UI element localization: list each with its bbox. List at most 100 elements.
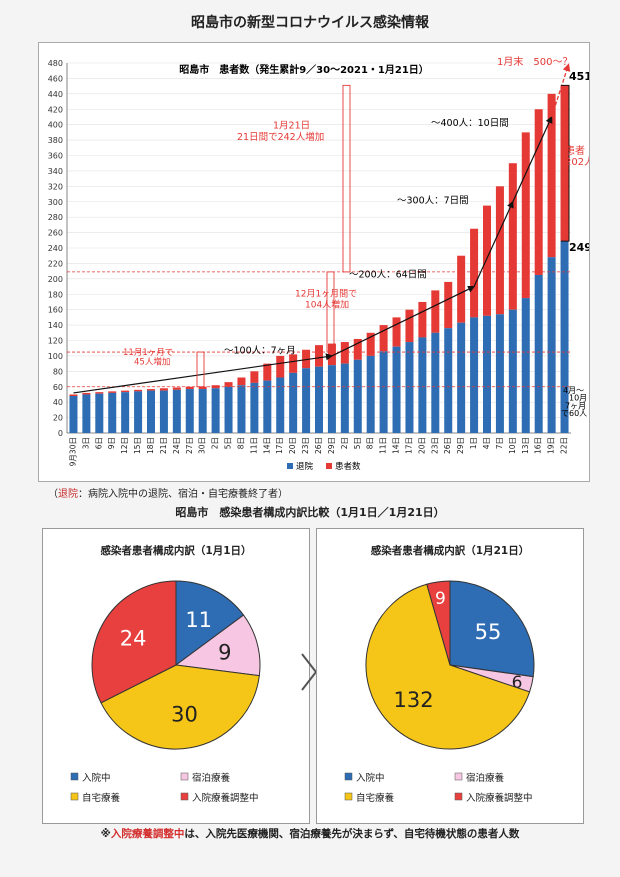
bar-discharged xyxy=(250,382,259,433)
bar-discharged xyxy=(237,385,246,433)
bar-patients xyxy=(134,389,143,392)
jan-label-2: 21日間で242人増加 xyxy=(237,131,324,143)
y-tick-label: 360 xyxy=(48,152,63,161)
legend-swatch-discharged xyxy=(287,463,293,469)
bar-patients xyxy=(198,386,207,390)
legend-swatch xyxy=(180,792,189,801)
y-tick-label: 460 xyxy=(48,74,63,83)
side-label-2: 10月 xyxy=(569,394,587,403)
bar-discharged xyxy=(185,389,194,433)
footer-rest: は、入院先医療機関、宿泊療養先が決まらず、自宅待機状態の患者人数 xyxy=(184,828,520,840)
y-tick-label: 40 xyxy=(53,398,63,407)
legend-swatch xyxy=(70,772,79,781)
bar-discharged xyxy=(444,328,453,433)
bar-discharged xyxy=(289,372,298,433)
y-tick-label: 80 xyxy=(53,367,63,376)
bar-discharged xyxy=(224,386,233,433)
bar-discharged xyxy=(508,309,517,433)
bar-discharged xyxy=(521,298,530,433)
bar-discharged xyxy=(198,389,207,433)
legend-swatch xyxy=(180,772,189,781)
bar-patients xyxy=(508,163,517,310)
bar-discharged xyxy=(159,390,168,433)
bar-discharged xyxy=(353,359,362,433)
pie-value-label: 24 xyxy=(120,627,147,651)
bar-patients xyxy=(237,377,246,386)
legend-swatch xyxy=(454,772,463,781)
increase-box-nov xyxy=(196,351,205,388)
x-tick-label: 17日 xyxy=(275,437,284,454)
pie-value-label: 9 xyxy=(435,589,446,609)
bar-chart-title: 昭島市 患者数（発生累計9／30～2021・1月21日） xyxy=(179,63,429,76)
y-tick-label: 380 xyxy=(48,136,63,145)
y-tick-label: 340 xyxy=(48,167,63,176)
pie-value-label: 6 xyxy=(512,673,523,693)
bar-patients xyxy=(250,371,259,383)
bar-discharged xyxy=(405,342,414,433)
pie-value-label: 132 xyxy=(393,688,433,712)
bar-discharged xyxy=(495,314,504,433)
bar-patients xyxy=(457,255,466,323)
side-label-1: 4月～ xyxy=(563,386,584,395)
pie-value-label: 30 xyxy=(171,703,198,727)
bar-patients xyxy=(560,85,569,242)
x-tick-label: 26日 xyxy=(314,437,323,454)
legend-label-patients: 患者数 xyxy=(335,461,361,472)
bar-discharged xyxy=(418,337,427,433)
bar-patients xyxy=(69,394,78,396)
bar-discharged xyxy=(392,346,401,433)
legend-label-discharged: 退院 xyxy=(296,461,314,472)
bar-patients xyxy=(470,228,479,318)
page-title: 昭島市の新型コロナウイルス感染情報 xyxy=(191,15,429,31)
x-tick-label: 24日 xyxy=(172,437,181,454)
bar-discharged xyxy=(69,396,78,433)
legend-label: 入院療養調整中 xyxy=(466,792,533,804)
bar-discharged xyxy=(108,392,117,433)
bar-patients xyxy=(302,349,311,369)
x-tick-label: 5日 xyxy=(353,437,362,449)
bar-patients xyxy=(159,388,168,391)
bar-discharged xyxy=(82,394,91,433)
step-label-400: ～400人：10日間 xyxy=(431,118,509,129)
bar-discharged xyxy=(121,392,130,433)
bar-chart-panel: 0 20 40 60 80 100 120 140 160 180 200 220 240 260 280 3… xyxy=(38,42,590,482)
legend-label: 入院中 xyxy=(82,772,111,784)
pie-value-label: 55 xyxy=(475,620,502,644)
footer-note: ※入院療養調整中は、入院先医療機関、宿泊療養先が決まらず、自宅待機状態の患者人数 xyxy=(0,826,620,841)
bar-patients xyxy=(547,93,556,258)
legend-swatch-patients xyxy=(326,463,332,469)
pie-slice xyxy=(426,580,451,666)
x-tick-label: 30日 xyxy=(198,437,207,454)
x-tick-label: 29日 xyxy=(327,437,336,454)
bar-discharged xyxy=(482,315,492,433)
x-tick-label: 9月30日 xyxy=(68,437,77,466)
x-tick-label: 5日 xyxy=(224,437,233,449)
step-label-100: ～100人：7ヶ月 xyxy=(224,346,296,357)
pie-slice xyxy=(100,664,260,750)
note-prefix: （ xyxy=(48,489,58,500)
side-label-4: で60人 xyxy=(561,409,587,418)
pie-slice xyxy=(449,580,535,678)
x-tick-label: 16日 xyxy=(534,437,543,454)
bar-patients xyxy=(379,325,388,352)
y-tick-label: 60 xyxy=(53,383,63,392)
x-tick-label: 1日 xyxy=(469,437,478,449)
pie-panel-jan1: 感染者患者構成内訳（1月1日） 11 9 30 24 入院中 宿泊療養 自宅療養 入院療養調整中 xyxy=(42,528,310,824)
note-rest: ：病院入院中の退院、宿泊・自宅療養終了者） xyxy=(78,489,288,500)
bar-patients xyxy=(444,281,453,329)
bar-patients xyxy=(495,186,504,315)
step-label-300: ～300人：7日間 xyxy=(397,195,469,206)
pie-slice xyxy=(91,580,177,704)
bar-chart: 0 20 40 60 80 100 120 140 160 180 200 220 240 260 280 3… xyxy=(48,55,589,472)
pie-value-label: 9 xyxy=(218,640,231,664)
y-tick-label: 480 xyxy=(48,59,63,68)
bar-patients xyxy=(121,390,130,393)
bar-discharged xyxy=(302,368,311,433)
pie-value-label: 11 xyxy=(185,608,212,632)
bar-patients xyxy=(224,382,233,387)
x-tick-label: 10日 xyxy=(508,437,517,454)
bar-discharged xyxy=(379,351,388,433)
brace-top-label: 1月末 500～？ xyxy=(497,55,572,68)
bar-discharged xyxy=(263,380,272,433)
